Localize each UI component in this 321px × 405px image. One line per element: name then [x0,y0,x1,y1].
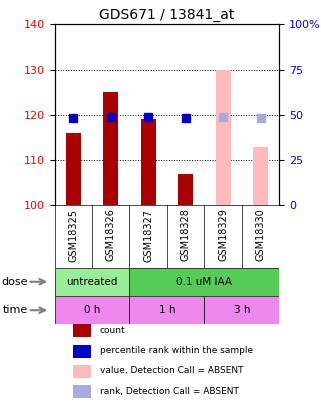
FancyBboxPatch shape [55,296,129,324]
Text: dose: dose [1,277,28,287]
Bar [73,324,91,337]
Bar [103,92,118,205]
FancyBboxPatch shape [129,296,204,324]
Text: GSM18326: GSM18326 [106,209,116,261]
Text: GSM18329: GSM18329 [218,209,228,261]
Bar [141,119,156,205]
Bar [178,174,193,205]
FancyBboxPatch shape [204,296,279,324]
Text: 3 h: 3 h [234,305,250,315]
Text: percentile rank within the sample: percentile rank within the sample [100,346,253,355]
Text: value, Detection Call = ABSENT: value, Detection Call = ABSENT [100,366,243,375]
Text: rank, Detection Call = ABSENT: rank, Detection Call = ABSENT [100,387,239,396]
Text: 1 h: 1 h [159,305,175,315]
Bar [216,70,230,205]
Text: untreated: untreated [66,277,118,287]
Text: time: time [2,305,28,315]
Text: 0.1 uM IAA: 0.1 uM IAA [176,277,232,287]
Text: GSM18330: GSM18330 [256,209,265,261]
Text: 0 h: 0 h [84,305,100,315]
Bar [66,133,81,205]
Bar [73,385,91,399]
Text: count: count [100,326,125,335]
Text: GSM18328: GSM18328 [181,209,191,261]
Bar [253,147,268,205]
FancyBboxPatch shape [129,268,279,296]
FancyBboxPatch shape [55,268,129,296]
Title: GDS671 / 13841_at: GDS671 / 13841_at [99,8,235,22]
Text: GSM18327: GSM18327 [143,209,153,262]
Bar [73,345,91,358]
Text: GSM18325: GSM18325 [68,209,78,262]
Bar [73,365,91,378]
